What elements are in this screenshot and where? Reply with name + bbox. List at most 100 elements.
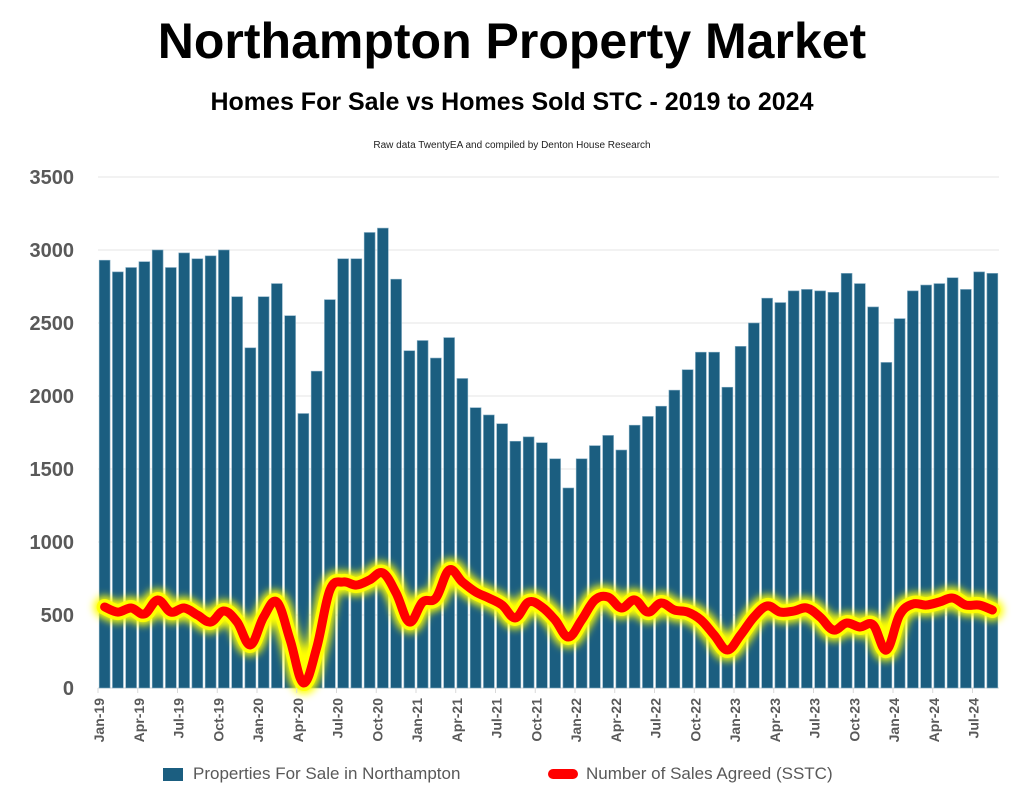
bar <box>138 261 151 689</box>
bar <box>814 290 826 689</box>
x-tick-label: Jan-23 <box>727 698 743 743</box>
legend-item-for-sale: Properties For Sale in Northampton <box>163 764 460 784</box>
bar <box>695 351 707 689</box>
bar <box>244 347 257 689</box>
bar <box>416 340 429 689</box>
page-title: Northampton Property Market <box>157 13 867 69</box>
x-tick-label: Apr-20 <box>290 698 306 743</box>
bar <box>933 283 946 689</box>
x-tick-label: Jul-19 <box>171 698 187 739</box>
bar <box>165 267 177 689</box>
bar <box>191 258 204 689</box>
bar <box>734 346 747 689</box>
bar-series <box>98 227 999 689</box>
legend-label-sstc: Number of Sales Agreed (SSTC) <box>586 764 833 783</box>
bar <box>284 315 296 689</box>
bar <box>363 232 376 689</box>
bar <box>271 283 283 689</box>
bar <box>430 357 442 689</box>
bar <box>403 350 416 689</box>
bar <box>218 249 230 689</box>
x-tick-label: Jan-20 <box>250 698 266 743</box>
legend-bar-swatch <box>163 767 183 781</box>
y-tick-label: 0 <box>63 678 74 700</box>
bar <box>602 435 614 689</box>
bar <box>456 378 469 689</box>
x-tick-label: Jul-22 <box>648 698 664 739</box>
bar <box>642 416 654 689</box>
legend: Properties For Sale in Northampton Numbe… <box>0 764 1024 786</box>
bar <box>681 369 694 689</box>
x-tick-label: Apr-19 <box>131 698 147 743</box>
bar <box>324 299 336 689</box>
bar <box>907 290 919 689</box>
bar <box>522 436 535 689</box>
x-tick-label: Apr-24 <box>926 698 942 743</box>
x-tick-label: Oct-23 <box>846 698 862 742</box>
bar <box>536 442 548 689</box>
bar <box>575 458 588 689</box>
bar <box>761 297 773 689</box>
bar <box>801 289 813 689</box>
bar <box>854 283 866 689</box>
x-tick-label: Apr-23 <box>767 698 783 743</box>
bar <box>787 290 800 689</box>
line-series <box>93 558 1004 694</box>
bar <box>655 405 667 689</box>
x-tick-label: Oct-19 <box>210 698 226 742</box>
x-tick-label: Jul-21 <box>489 698 505 739</box>
bar <box>204 255 217 689</box>
bar <box>615 449 628 689</box>
legend-line-swatch <box>548 769 578 779</box>
bar <box>231 296 243 689</box>
bar <box>986 273 999 689</box>
y-tick-label: 2000 <box>30 386 75 408</box>
bar <box>337 258 349 689</box>
y-tick-label: 3000 <box>30 240 75 262</box>
x-tick-label: Jul-24 <box>966 698 982 739</box>
x-tick-label: Apr-21 <box>449 698 465 743</box>
legend-item-sstc: Number of Sales Agreed (SSTC) <box>548 764 833 784</box>
bar <box>960 289 972 689</box>
bar <box>549 458 561 689</box>
y-tick-label: 2500 <box>30 313 75 335</box>
bar <box>350 258 363 689</box>
x-tick-label: Oct-21 <box>528 698 544 742</box>
bar <box>973 271 985 689</box>
bar <box>708 351 720 689</box>
bar <box>496 423 508 689</box>
x-tick-label: Jan-22 <box>568 698 584 743</box>
y-tick-label: 1500 <box>30 459 75 481</box>
x-tick-label: Oct-20 <box>369 698 385 742</box>
bar <box>721 386 734 689</box>
bar <box>98 259 111 689</box>
bar <box>867 306 879 689</box>
bar <box>509 440 522 689</box>
bar <box>628 424 641 689</box>
x-tick-label: Jul-23 <box>807 698 823 739</box>
sstc-line <box>100 565 997 688</box>
bar <box>390 278 402 689</box>
y-tick-label: 500 <box>41 605 74 627</box>
page-subtitle: Homes For Sale vs Homes Sold STC - 2019 … <box>210 88 814 116</box>
x-tick-label: Jan-24 <box>886 698 902 743</box>
x-tick-label: Jan-19 <box>91 698 107 743</box>
legend-label-for-sale: Properties For Sale in Northampton <box>193 764 461 783</box>
bar <box>443 337 455 689</box>
y-axis: 0 500 1000 1500 2000 2500 3000 3500 <box>30 167 75 700</box>
y-tick-label: 1000 <box>30 532 75 554</box>
x-tick-label: Jul-20 <box>330 698 346 739</box>
source-note: Raw data TwentyEA and compiled by Denton… <box>373 140 651 151</box>
bar <box>310 370 323 689</box>
bar <box>827 292 840 689</box>
bar <box>748 322 760 689</box>
bar <box>469 407 482 689</box>
bar <box>946 277 959 689</box>
bar <box>893 318 906 689</box>
bar <box>840 273 853 689</box>
bar <box>257 296 270 689</box>
bar <box>880 362 893 689</box>
bar <box>151 249 164 689</box>
bar <box>178 252 190 689</box>
